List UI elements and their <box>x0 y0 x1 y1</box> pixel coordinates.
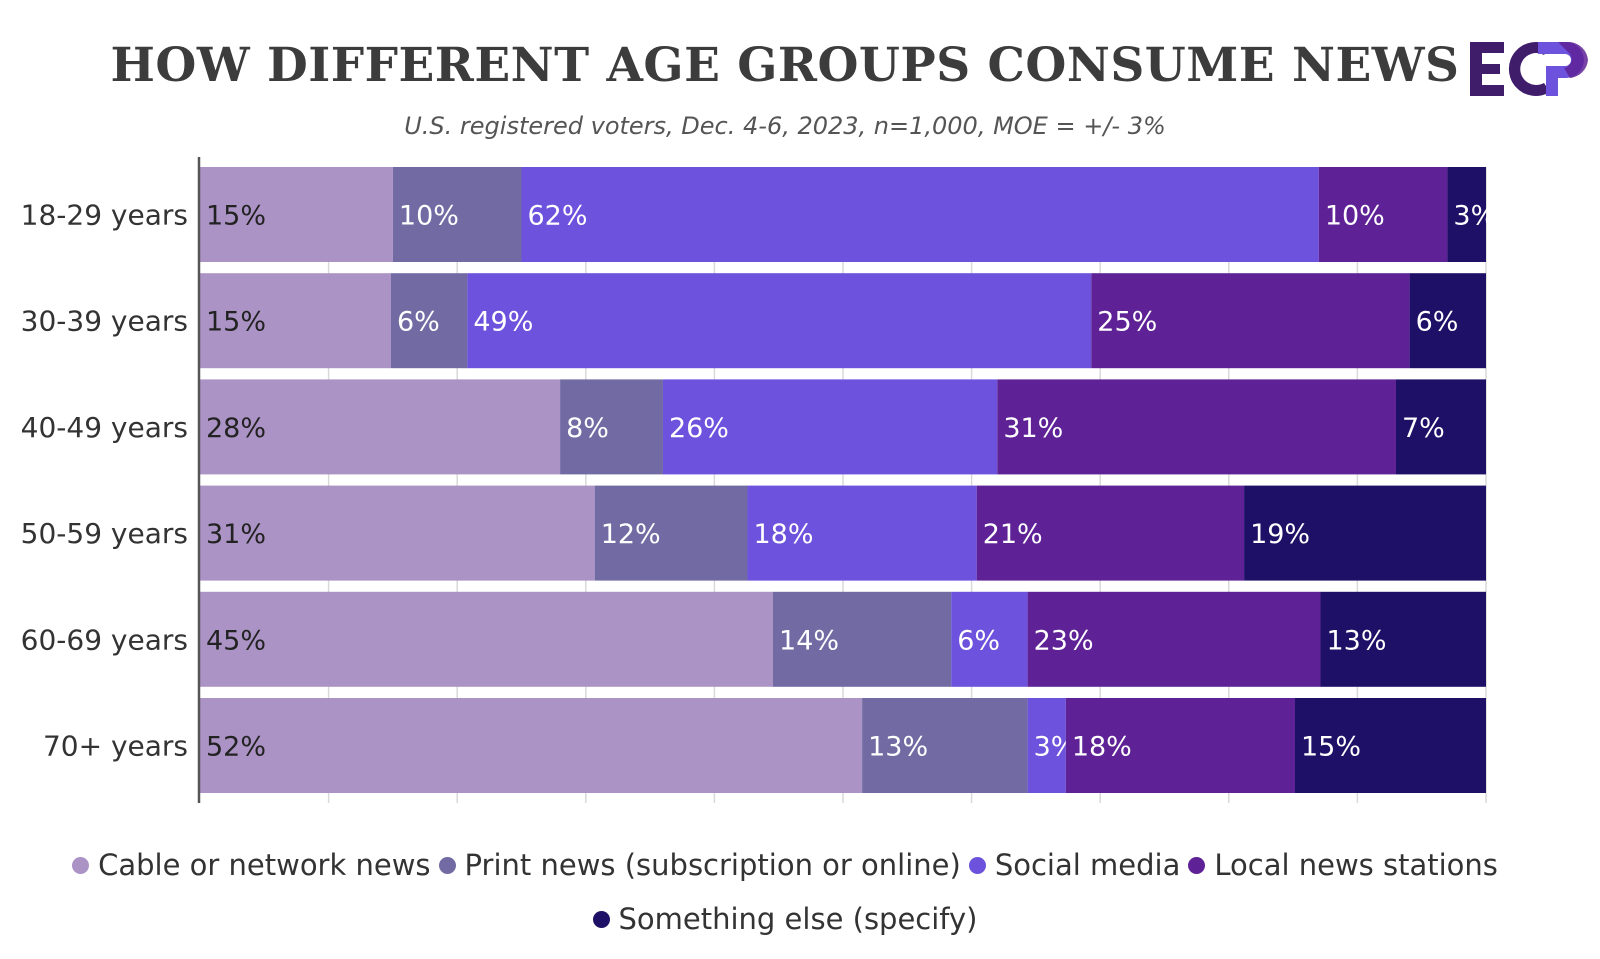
bar-segment <box>560 379 663 475</box>
data-label: 31% <box>206 519 266 550</box>
data-label: 12% <box>601 519 661 550</box>
data-label: 18% <box>1072 732 1132 763</box>
category-label: 40-49 years <box>21 411 188 444</box>
bar-segment <box>390 273 468 369</box>
bar-segment <box>594 485 748 581</box>
legend-swatch <box>438 856 456 874</box>
data-label: 6% <box>1416 307 1459 338</box>
chart-subtitle: U.S. registered voters, Dec. 4-6, 2023, … <box>404 112 1166 140</box>
bar-segment <box>997 379 1396 475</box>
stacked-bar-chart: 15% 10% 62% 10% 3% 15% 6% 49% 25% 6% 28% 8% 26% 31% 7%… <box>20 157 1496 803</box>
legend: Cable or network news Print news (subscri… <box>0 838 1570 946</box>
legend-label: Local news stations <box>1214 848 1498 882</box>
data-label: 23% <box>1034 625 1094 656</box>
bar-segment <box>862 698 1028 793</box>
category-label: 50-59 years <box>21 517 188 550</box>
data-label: 45% <box>206 625 266 656</box>
legend-item: Print news (subscription or online) <box>438 838 961 892</box>
bar-segment <box>1409 273 1486 369</box>
data-label: 13% <box>868 732 928 763</box>
legend-item: Cable or network news <box>72 838 431 892</box>
bar-segment <box>1320 591 1486 687</box>
bar-segment <box>1244 485 1486 581</box>
data-label: 14% <box>779 625 839 656</box>
bar-segment <box>467 273 1092 369</box>
data-label: 52% <box>206 732 266 763</box>
chart-title: HOW DIFFERENT AGE GROUPS CONSUME NEWS <box>110 38 1460 93</box>
legend-item: Local news stations <box>1188 838 1498 892</box>
data-label: 13% <box>1326 625 1386 656</box>
category-labels: 18-29 years 30-39 years 40-49 years 50-59 y… <box>21 199 188 763</box>
bar-segment <box>1027 591 1321 687</box>
legend-swatch <box>968 856 986 874</box>
bar-segment <box>392 167 522 262</box>
legend-label: Cable or network news <box>98 848 431 882</box>
data-label: 18% <box>754 519 814 550</box>
legend-label: Something else (specify) <box>618 902 978 936</box>
bar-segment <box>1318 167 1448 262</box>
data-label: 6% <box>397 307 440 338</box>
bar-segment <box>200 379 561 475</box>
legend-label: Print news (subscription or online) <box>464 848 961 882</box>
bar-segment <box>1395 379 1486 475</box>
data-label: 62% <box>528 201 588 232</box>
bar-segment <box>200 273 391 369</box>
legend-item: Something else (specify) <box>592 892 978 946</box>
data-label: 25% <box>1097 307 1157 338</box>
bar-segment <box>200 698 863 793</box>
bar-segment <box>200 591 773 687</box>
data-label: 49% <box>473 307 533 338</box>
bar-segment <box>747 485 977 581</box>
bar-segment <box>1295 698 1486 793</box>
bar-segment <box>1091 273 1410 369</box>
data-label: 15% <box>206 307 266 338</box>
bar-segment <box>1065 698 1296 793</box>
bar-segment <box>521 167 1319 262</box>
gridlines <box>327 167 1487 803</box>
legend-swatch <box>72 856 90 874</box>
category-label: 70+ years <box>43 730 188 763</box>
bars: 15% 10% 62% 10% 3% 15% 6% 49% 25% 6% 28% 8% 26% 31% 7%… <box>200 167 1496 793</box>
data-label: 26% <box>669 413 729 444</box>
category-label: 60-69 years <box>21 623 188 656</box>
data-label: 6% <box>957 625 1000 656</box>
data-label: 19% <box>1250 519 1310 550</box>
legend-swatch <box>592 910 610 928</box>
legend-label: Social media <box>994 848 1181 882</box>
ecp-logo <box>1470 42 1588 96</box>
data-label: 10% <box>1325 201 1385 232</box>
legend-row: Something else (specify) <box>0 892 1570 946</box>
legend-row: Cable or network news Print news (subscri… <box>0 838 1570 892</box>
data-label: 28% <box>206 413 266 444</box>
data-label: 15% <box>1301 732 1361 763</box>
data-label: 8% <box>566 413 609 444</box>
data-label: 10% <box>399 201 459 232</box>
bar-segment <box>1027 698 1066 793</box>
data-label: 31% <box>1003 413 1063 444</box>
bar-segment <box>772 591 952 687</box>
data-label: 21% <box>983 519 1043 550</box>
category-label: 30-39 years <box>21 305 188 338</box>
bar-segment <box>200 485 595 581</box>
bar-segment <box>1447 167 1486 262</box>
bar-segment <box>951 591 1028 687</box>
data-label: 7% <box>1402 413 1445 444</box>
legend-swatch <box>1188 856 1206 874</box>
bar-segment <box>662 379 998 475</box>
data-label: 15% <box>206 201 266 232</box>
bar-segment <box>976 485 1245 581</box>
data-label: 3% <box>1453 201 1496 232</box>
bar-segment <box>200 167 393 262</box>
legend-item: Social media <box>968 838 1181 892</box>
category-label: 18-29 years <box>21 199 188 232</box>
